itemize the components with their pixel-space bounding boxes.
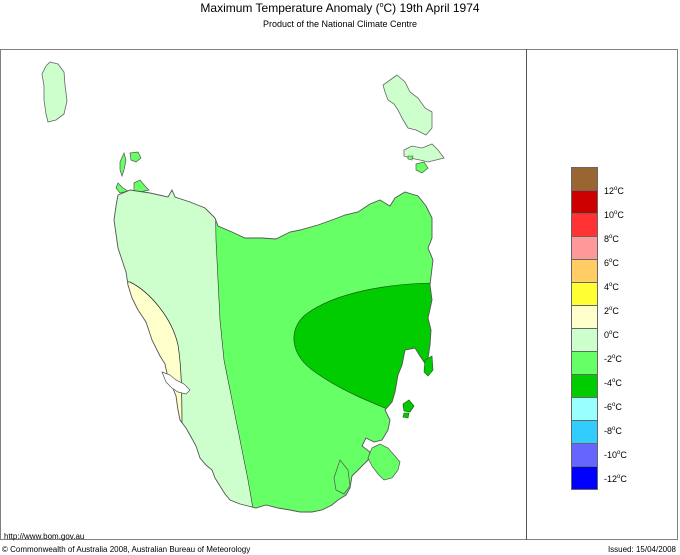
map-title: Maximum Temperature Anomaly (oC) 19th Ap… <box>0 1 680 15</box>
legend-label-2: 2oC <box>604 306 619 316</box>
east-coast-islet <box>423 355 434 377</box>
map-subtitle: Product of the National Climate Centre <box>262 19 418 29</box>
legend-label-neg12: -12oC <box>604 474 627 484</box>
bruny-island <box>333 459 351 495</box>
color-legend <box>571 167 598 490</box>
hunter-island-2 <box>129 151 142 163</box>
legend-box-0-to-2 <box>571 305 598 329</box>
source-url[interactable]: http://www.bom.gov.au <box>4 532 85 541</box>
hunter-island-1 <box>119 151 127 178</box>
legend-label-4: 4oC <box>604 282 619 292</box>
clarke-island <box>415 161 429 174</box>
maria-island <box>402 399 415 413</box>
legend-label-neg6: -6oC <box>604 402 622 412</box>
legend-box-6-to-8 <box>571 236 598 260</box>
king-island <box>41 61 68 123</box>
legend-box-above-12 <box>571 167 598 191</box>
legend-box-2-to-4 <box>571 282 598 306</box>
legend-box-neg2-to-0 <box>571 328 598 352</box>
map-frame <box>0 49 678 540</box>
legend-divider <box>526 49 527 540</box>
small-island-furneaux <box>407 155 414 161</box>
title-prefix: Maximum Temperature Anomaly ( <box>200 1 380 15</box>
copyright-notice: © Commonwealth of Australia 2008, Austra… <box>2 545 251 554</box>
legend-label-8: 8oC <box>604 234 619 244</box>
legend-box-4-to-6 <box>571 259 598 283</box>
legend-box-10-to-12 <box>571 190 598 214</box>
legend-box-8-to-10 <box>571 213 598 237</box>
legend-label-neg4: -4oC <box>604 378 622 388</box>
legend-label-0: 0oC <box>604 330 619 340</box>
legend-box-neg8-to-neg6 <box>571 397 598 421</box>
degree-symbol: o <box>379 2 384 9</box>
legend-box-neg12-to-neg10 <box>571 443 598 467</box>
legend-label-12: 12oC <box>604 186 624 196</box>
legend-label-10: 10oC <box>604 210 624 220</box>
legend-label-neg10: -10oC <box>604 450 627 460</box>
maria-island-south <box>402 412 410 419</box>
hunter-island-3 <box>115 182 129 194</box>
macquarie-harbour <box>161 371 191 395</box>
tasman-peninsula <box>367 443 401 481</box>
legend-label-neg8: -8oC <box>604 426 622 436</box>
legend-label-neg2: -2oC <box>604 354 622 364</box>
legend-box-neg10-to-neg8 <box>571 420 598 444</box>
legend-box-below-neg12 <box>571 466 598 490</box>
legend-box-neg4-to-neg2 <box>571 351 598 375</box>
hunter-island-4 <box>133 179 150 193</box>
flinders-island <box>382 74 433 136</box>
legend-label-6: 6oC <box>604 258 619 268</box>
tasmania-coastline <box>113 188 434 513</box>
issued-date: Issued: 15/04/2008 <box>607 545 676 554</box>
title-date: C) 19th April 1974 <box>383 1 480 15</box>
tasmania-map <box>41 61 445 513</box>
legend-box-neg6-to-neg4 <box>571 374 598 398</box>
